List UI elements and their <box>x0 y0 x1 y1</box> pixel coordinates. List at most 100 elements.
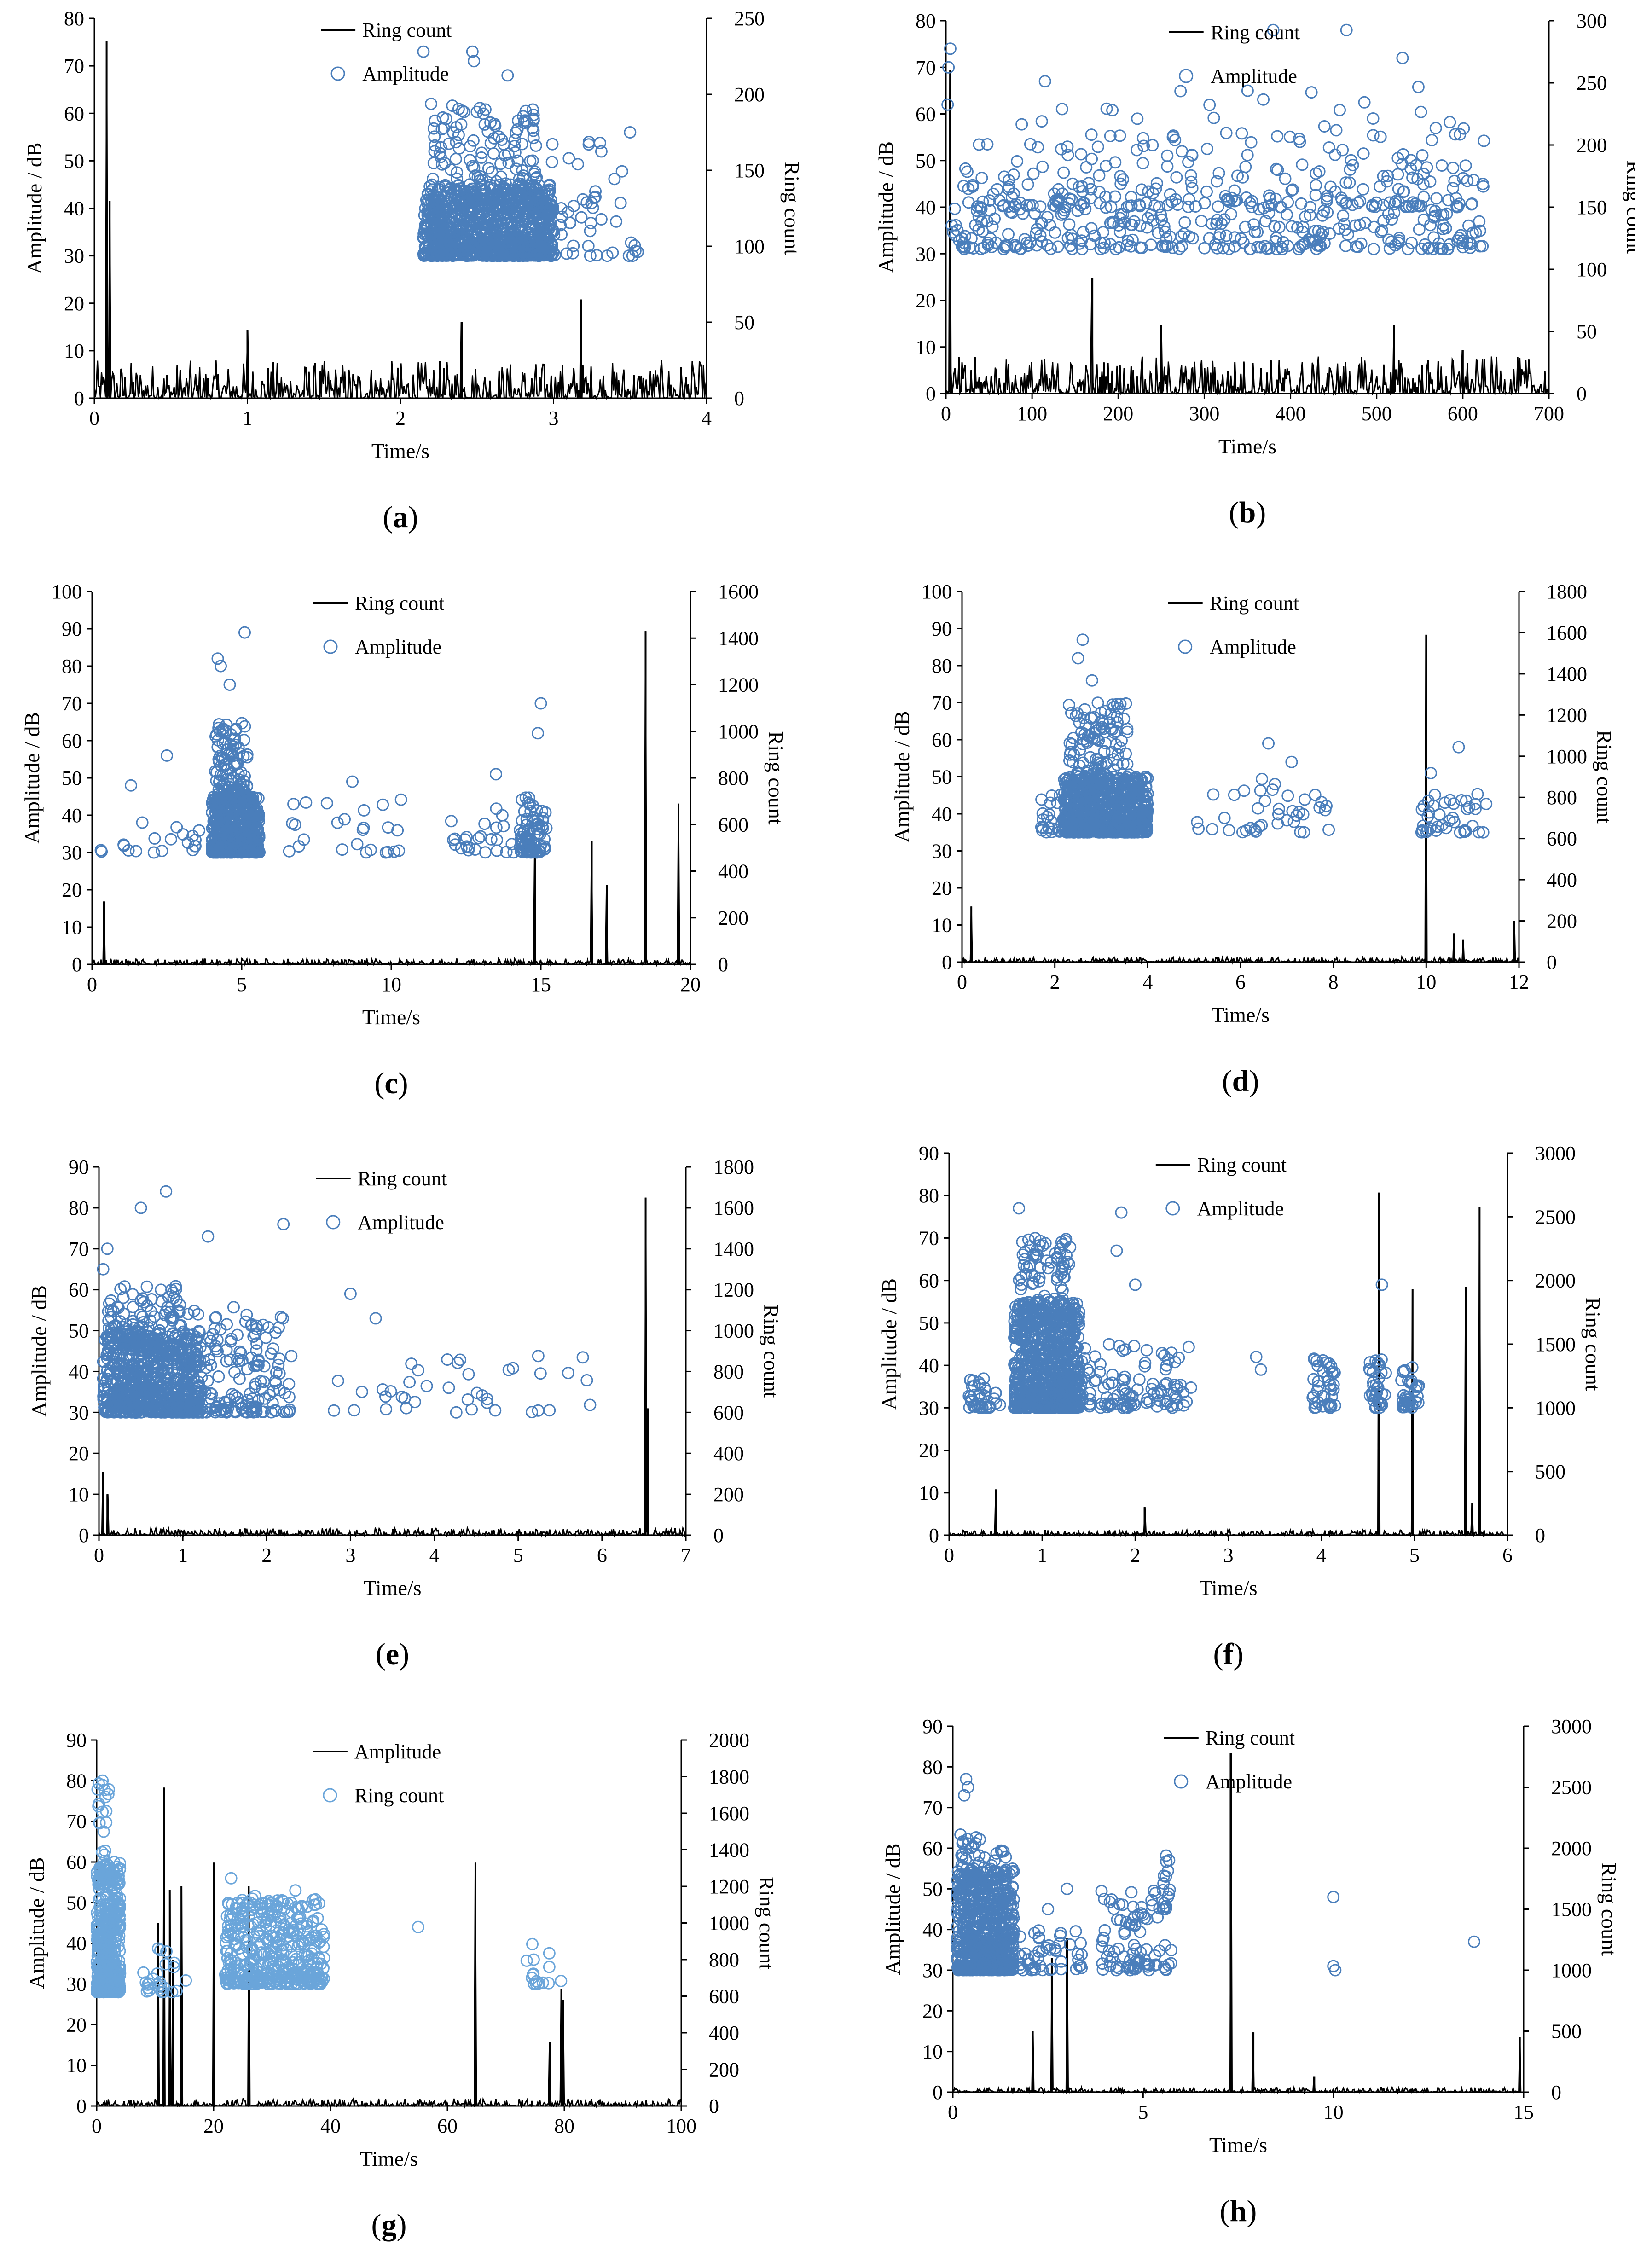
amplitude-point <box>527 132 540 145</box>
y-tick-label: 20 <box>62 879 82 901</box>
amplitude-point <box>484 116 497 129</box>
y2-tick-label: 200 <box>734 83 765 106</box>
y2-tick-label: 400 <box>713 1442 744 1465</box>
y2-axis-label: Ring count <box>760 1304 783 1398</box>
y2-tick-label: 600 <box>1547 828 1577 850</box>
amplitude-point <box>622 249 635 262</box>
y2-tick-label: 100 <box>734 235 765 258</box>
amplitude-point <box>1045 789 1058 802</box>
amplitude-point <box>445 163 458 176</box>
amplitude-point <box>1296 158 1309 171</box>
amplitude-point <box>1088 229 1101 242</box>
y-tick-label: 10 <box>64 340 84 362</box>
amplitude-point <box>1241 149 1254 162</box>
amplitude-point <box>456 104 469 117</box>
amplitude-point <box>1213 228 1226 241</box>
amplitude-point <box>348 1404 360 1417</box>
x-tick-label: 3 <box>1223 1544 1234 1566</box>
amplitude-point <box>997 200 1009 213</box>
amplitude-point <box>947 226 960 239</box>
y2-tick-label: 0 <box>1535 1524 1545 1547</box>
amplitude-point <box>130 845 142 858</box>
amplitude-point <box>346 775 359 788</box>
amplitude-point <box>509 203 522 215</box>
legend-marker-label: Amplitude <box>362 63 449 85</box>
amplitude-point <box>1406 171 1419 184</box>
x-tick-label: 2 <box>261 1544 272 1566</box>
amplitude-point <box>941 98 954 111</box>
amplitude-point <box>1074 199 1087 212</box>
amplitude-point <box>961 165 974 178</box>
x-tick-label: 0 <box>89 407 99 429</box>
amplitude-point <box>1238 784 1251 797</box>
amplitude-point <box>580 1374 593 1386</box>
x-tick-label: 12 <box>1509 971 1529 993</box>
amplitude-point <box>1066 177 1079 190</box>
amplitude-point <box>1339 197 1352 210</box>
amplitude-point <box>1245 136 1258 149</box>
y-tick-label: 20 <box>932 877 952 899</box>
chart-panel-f: 0 1 2 3 4 5 6010203040506070809005001000150020… <box>877 1142 1605 1671</box>
y2-axis-label: Ring count <box>780 162 804 255</box>
amplitude-point <box>1035 235 1048 248</box>
amplitude-point <box>455 118 468 131</box>
amplitude-point <box>971 200 984 213</box>
amplitude-point <box>508 140 521 152</box>
y-tick-label: 70 <box>69 1238 89 1260</box>
amplitude-point <box>1203 99 1216 111</box>
amplitude-point <box>575 211 588 224</box>
y2-tick-label: 0 <box>1577 383 1587 405</box>
x-tick-label: 0 <box>94 1544 104 1566</box>
amplitude-point <box>1195 215 1208 227</box>
amplitude-point <box>966 179 979 191</box>
y-tick-label: 20 <box>69 1442 89 1465</box>
amplitude-point <box>1450 201 1463 214</box>
amplitude-point <box>1015 118 1028 131</box>
amplitude-point <box>1147 214 1160 227</box>
amplitude-point <box>584 249 597 262</box>
amplitude-point <box>1336 144 1349 157</box>
amplitude-point <box>1449 128 1461 141</box>
amplitude-point <box>1310 179 1322 191</box>
amplitude-point <box>1021 178 1034 191</box>
amplitude-point <box>1322 141 1335 154</box>
amplitude-point <box>562 152 575 165</box>
y2-tick-label: 1500 <box>1535 1333 1576 1356</box>
y-tick-label: 0 <box>942 951 952 974</box>
amplitude-point <box>1287 183 1299 196</box>
amplitude-point <box>490 821 503 834</box>
amplitude-point <box>1473 215 1486 228</box>
chart-panel-e: 0 1 2 3 4 5 6 701020304050607080900200400600800… <box>27 1156 783 1671</box>
amplitude-point <box>479 197 492 210</box>
y2-tick-label: 100 <box>1577 258 1607 281</box>
x-tick-label: 300 <box>1189 402 1219 425</box>
x-tick-label: 4 <box>1316 1544 1327 1566</box>
y-tick-label: 0 <box>74 387 84 410</box>
amplitude-point <box>1170 171 1183 184</box>
amplitude-point <box>425 98 437 110</box>
amplitude-point <box>1011 155 1024 168</box>
amplitude-point <box>452 196 465 209</box>
amplitude-point <box>212 1370 225 1383</box>
y2-tick-label: 1000 <box>1535 1397 1576 1419</box>
x-tick-label: 4 <box>429 1544 440 1566</box>
amplitude-point <box>1473 224 1486 237</box>
x-tick-label: 200 <box>1103 402 1133 425</box>
y2-tick-label: 600 <box>713 1401 744 1424</box>
y-tick-label: 30 <box>916 243 936 265</box>
amplitude-point <box>1152 226 1165 239</box>
amplitude-point <box>351 838 364 851</box>
y-tick-label: 30 <box>919 1397 939 1419</box>
y2-tick-label: 400 <box>1547 869 1577 891</box>
amplitude-point <box>1201 142 1213 155</box>
amplitude-point <box>1340 23 1353 36</box>
amplitude-point <box>1334 104 1346 116</box>
amplitude-point <box>535 240 548 253</box>
amplitude-point <box>467 185 480 197</box>
y-tick-label: 80 <box>916 10 936 32</box>
amplitude-point <box>1235 127 1248 140</box>
amplitude-point <box>446 212 458 225</box>
amplitude-point <box>1206 823 1218 835</box>
amplitude-point <box>1051 240 1064 253</box>
amplitude-point <box>1220 127 1233 139</box>
